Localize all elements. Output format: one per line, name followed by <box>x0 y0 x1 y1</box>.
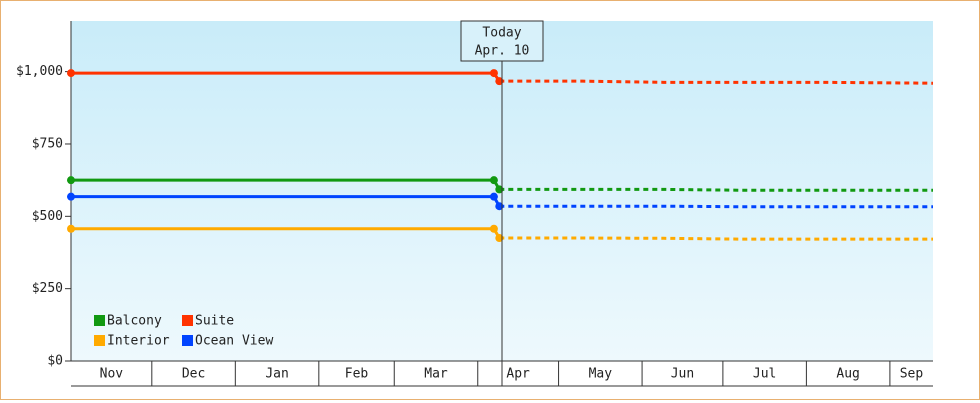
x-tick-label: Apr <box>506 367 530 382</box>
today-box <box>460 20 544 62</box>
point <box>495 77 504 86</box>
series-line <box>499 187 933 192</box>
point <box>67 69 75 78</box>
legend-label: Suite <box>195 314 234 329</box>
point <box>495 185 504 194</box>
today-title: Today <box>482 26 521 41</box>
point <box>489 69 498 78</box>
x-tick-label: Jan <box>265 367 288 382</box>
point <box>67 224 75 233</box>
series-line <box>499 236 933 241</box>
y-tick-label: $1,000 <box>16 64 63 79</box>
series-line <box>499 79 934 85</box>
point <box>489 224 498 233</box>
point <box>67 176 75 185</box>
legend-swatch <box>94 315 105 326</box>
legend-swatch <box>94 335 105 346</box>
legend-label: Interior <box>107 334 170 349</box>
point <box>495 202 504 211</box>
x-tick-label: Jun <box>671 367 694 382</box>
x-tick-label: May <box>589 367 613 382</box>
point <box>495 234 504 243</box>
legend-swatch <box>182 315 193 326</box>
y-tick-label: $500 <box>32 209 63 224</box>
x-tick-label: Aug <box>836 367 859 382</box>
x-tick-label: Sep <box>900 367 924 382</box>
legend-label: Balcony <box>107 314 162 329</box>
point <box>489 192 498 201</box>
x-tick-label: Nov <box>100 367 124 382</box>
y-tick-label: $250 <box>32 281 63 296</box>
x-tick-label: Dec <box>182 367 205 382</box>
today-date: Apr. 10 <box>475 44 530 59</box>
point <box>67 192 75 201</box>
legend-swatch <box>182 335 193 346</box>
x-tick-label: Feb <box>345 367 369 382</box>
y-tick-label: $0 <box>47 354 63 369</box>
x-tick-label: Mar <box>424 367 448 382</box>
x-tick-label: Jul <box>753 367 776 382</box>
series-line <box>499 204 933 209</box>
point <box>489 176 498 185</box>
legend-label: Ocean View <box>195 334 273 349</box>
y-tick-label: $750 <box>32 136 63 151</box>
